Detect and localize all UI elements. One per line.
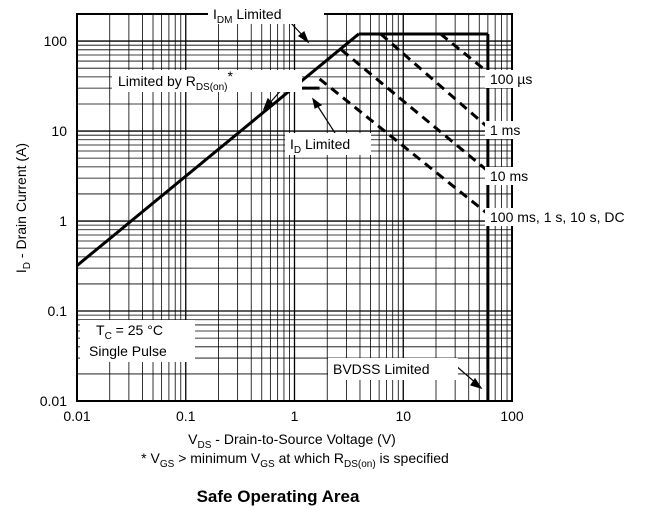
x-tick-labels: 0.01 0.1 1 10 100: [63, 408, 524, 424]
series-s1ms: [379, 32, 489, 129]
x-tick-label: 0.1: [176, 408, 196, 424]
rdson-arrowhead: [262, 97, 274, 111]
series-lines: [76, 32, 490, 401]
rdson-limited-label: Limited by RDS(on)*: [118, 68, 234, 93]
id-arrow: [316, 104, 336, 134]
y-tick-label: 10: [51, 123, 67, 139]
chart-title: Safe Operating Area: [197, 487, 360, 506]
annotation-arrows: [262, 21, 483, 390]
label-10ms: 10 ms: [490, 168, 528, 184]
series-rdson: [76, 32, 360, 267]
y-tick-label: 1: [59, 213, 67, 229]
single-pulse-label: Single Pulse: [89, 343, 167, 359]
x-tick-label: 10: [395, 408, 411, 424]
y-tick-labels: 100 10 1 0.1 0.01: [40, 33, 67, 409]
x-tick-label: 100: [500, 408, 524, 424]
label-1ms: 1 ms: [490, 122, 520, 138]
y-tick-label: 0.1: [48, 303, 68, 319]
bvdss-limited-label: BVDSS Limited: [333, 361, 429, 377]
label-100us: 100 µs: [490, 71, 532, 87]
idm-limited-label: IDM Limited: [213, 6, 281, 26]
label-dc: 100 ms, 1 s, 10 s, DC: [490, 209, 625, 225]
id-limited-label: ID Limited: [290, 136, 350, 156]
x-tick-label: 0.01: [63, 408, 90, 424]
y-axis-label: ID - Drain Current (A): [13, 143, 33, 273]
dc-arrowhead: [470, 377, 483, 390]
footnote: * VGS > minimum VGS at which RDS(on) is …: [141, 450, 449, 470]
y-tick-label: 0.01: [40, 393, 67, 409]
y-tick-label: 100: [44, 33, 68, 49]
x-tick-label: 1: [291, 408, 299, 424]
tc-label: TC = 25 °C: [96, 322, 163, 342]
series-s100us: [439, 32, 489, 74]
idm-arrowhead: [297, 31, 310, 44]
series-sDC: [318, 77, 489, 216]
x-axis-label: VDS - Drain-to-Source Voltage (V): [188, 431, 396, 451]
series-s10ms: [340, 48, 489, 173]
id-arrowhead: [312, 97, 323, 109]
